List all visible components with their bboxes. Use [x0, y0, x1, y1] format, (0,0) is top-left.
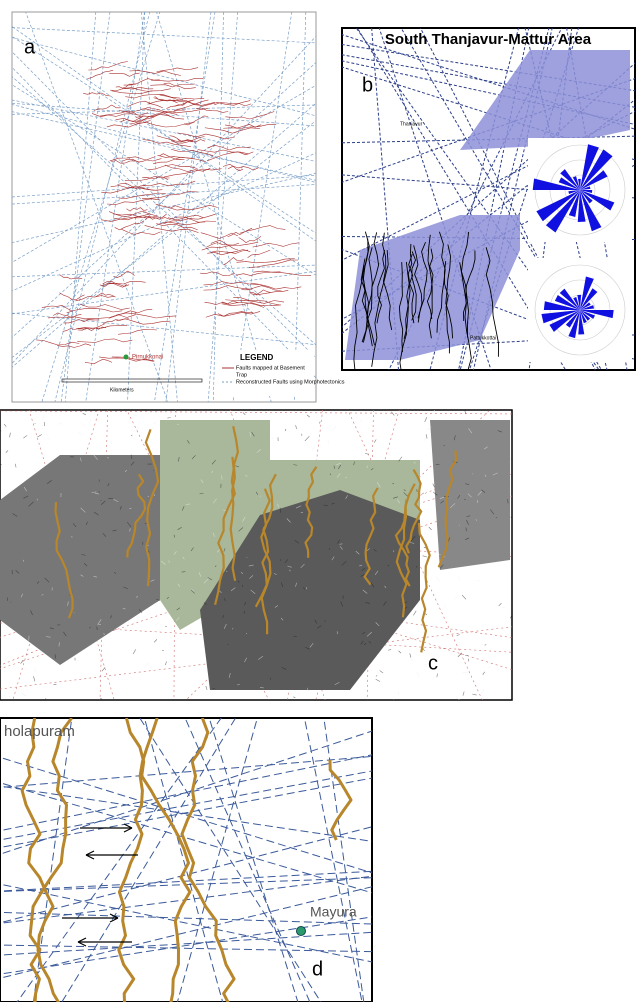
town-marker — [124, 355, 129, 360]
legend-title: LEGEND — [240, 353, 274, 362]
place-label: Pirnukkonai — [132, 355, 163, 361]
panel-label: d — [312, 958, 323, 980]
place-label: holapuram — [4, 723, 75, 740]
scale-label: Kilometers — [110, 387, 134, 393]
panel-label: a — [24, 36, 36, 58]
panel-label: c — [428, 652, 438, 674]
town-marker — [297, 927, 306, 936]
panel-label: b — [362, 74, 373, 96]
place-label: Pattukkottai — [470, 335, 496, 341]
image-tile — [430, 420, 510, 570]
place-label: Mayura — [310, 904, 357, 920]
panel-title: South Thanjavur-Mattur Area — [385, 31, 592, 48]
legend-item: Reconstructed Faults using Morphotectoni… — [236, 379, 345, 385]
figure: a Pirnukkonai LEGEND Faults mapped at Ba… — [0, 0, 644, 1002]
place-label: Thanjavur — [400, 121, 423, 127]
legend-item: Faults mapped at Basement — [236, 365, 305, 371]
legend-item: Trap — [236, 372, 247, 378]
